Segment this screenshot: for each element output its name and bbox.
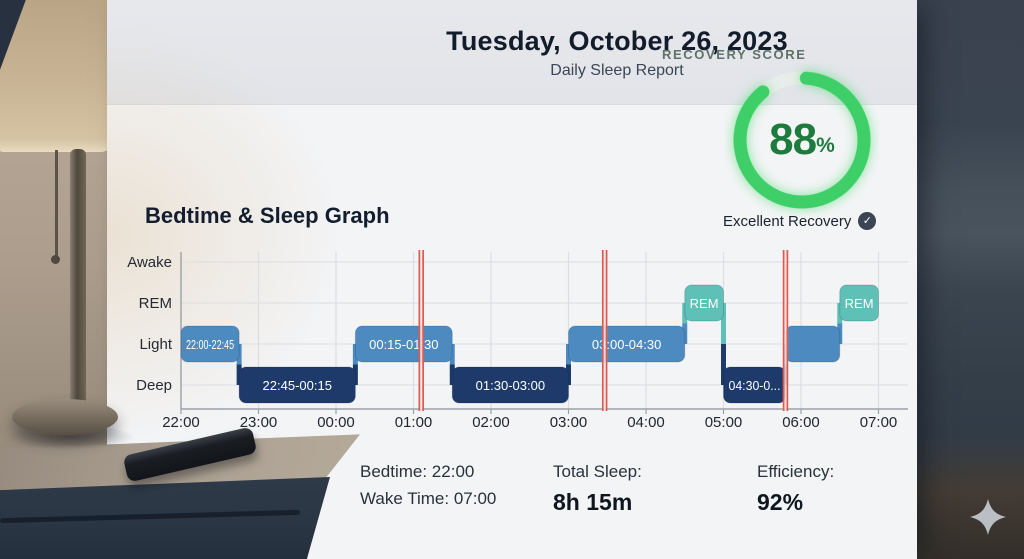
check-icon: ✓ — [858, 212, 877, 230]
segment-connector — [721, 344, 726, 385]
x-axis-label: 22:00 — [162, 414, 200, 431]
waketime-value: Wake Time: 07:00 — [360, 489, 497, 508]
y-axis-label: REM — [139, 295, 172, 312]
sleep-graph: 22:00 23:00 00:00 01:00 02:00 03:00 04:00 05:00… — [107, 0, 917, 559]
segment-label: REM — [845, 296, 874, 311]
efficiency-value: 92% — [757, 489, 804, 515]
sleep-segment-light[interactable] — [568, 325, 686, 363]
x-axis-label: 03:00 — [550, 414, 588, 431]
total-sleep-value: 8h 15m — [553, 489, 633, 515]
recovery-status-text: Excellent Recovery — [723, 212, 852, 230]
segment-label: 04:30-0... — [729, 378, 781, 393]
lamp-shade — [0, 0, 111, 152]
wake-event-line — [602, 250, 608, 411]
bedtime-value: Bedtime: 22:00 — [360, 462, 475, 481]
x-axis-label: 01:00 — [395, 414, 433, 431]
x-axis-label: 07:00 — [860, 414, 898, 431]
y-axis-label: Deep — [136, 377, 172, 394]
segment-label: 01:30-03:00 — [476, 378, 545, 393]
segment-label: 22:00-22:45 — [186, 337, 234, 352]
segment-label: REM — [690, 296, 719, 311]
lamp-pull-chain — [55, 150, 58, 256]
x-axis-label: 06:00 — [782, 414, 820, 431]
y-axis-label: Light — [139, 336, 172, 353]
segment-label: 03:00-04:30 — [592, 337, 661, 352]
sleep-segment-deep[interactable] — [451, 366, 569, 404]
segment-label: 22:45-00:15 — [263, 378, 332, 393]
sleep-segment-light[interactable] — [354, 325, 453, 363]
efficiency-label: Efficiency: — [757, 462, 835, 481]
sleep-segment-light[interactable] — [180, 325, 240, 363]
lamp-chain-ball — [51, 255, 60, 264]
x-axis-label: 05:00 — [705, 414, 743, 431]
recovery-score-label: RECOVERY SCORE — [662, 47, 807, 62]
sleep-graph-title: Bedtime & Sleep Graph — [145, 203, 390, 228]
x-axis-label: 00:00 — [317, 414, 355, 431]
sleep-segment-rem[interactable] — [839, 284, 879, 322]
stat-bedtime-waketime: Bedtime: 22:00 Wake Time: 07:00 — [360, 462, 496, 509]
x-axis-label: 02:00 — [472, 414, 510, 431]
sleep-segment-rem[interactable] — [684, 284, 724, 322]
recovery-score-value: 88 — [769, 115, 817, 164]
x-axis-label: 23:00 — [240, 414, 278, 431]
stat-efficiency: Efficiency: 92% — [757, 462, 834, 516]
sleep-graph-svg: 22:00 23:00 00:00 01:00 02:00 03:00 04:00 05:00… — [127, 250, 908, 431]
wake-event-line — [418, 250, 424, 411]
recovery-status-row: Excellent Recovery ✓ — [723, 212, 983, 230]
segment-connector — [721, 303, 726, 344]
recovery-score-value-box: 88 % — [725, 63, 879, 217]
total-sleep-label: Total Sleep: — [553, 462, 642, 481]
stat-total-sleep: Total Sleep: 8h 15m — [553, 462, 642, 516]
sparkle-icon — [970, 499, 1006, 535]
recovery-score-unit: % — [816, 134, 835, 157]
recovery-ring — [725, 63, 879, 217]
y-axis-label: Awake — [127, 254, 172, 271]
recovery-ring-svg — [733, 71, 871, 209]
sleep-segment-deep[interactable] — [238, 366, 356, 404]
sleep-segment-light[interactable] — [785, 325, 841, 363]
page-subtitle: Daily Sleep Report — [550, 62, 684, 79]
segment-label: 00:15-01:30 — [369, 337, 438, 352]
page-title: Tuesday, October 26, 2023 — [446, 26, 788, 56]
x-axis-label: 04:00 — [627, 414, 665, 431]
lamp-pole — [70, 149, 86, 413]
wake-event-line — [782, 250, 789, 411]
ring-progress-arc — [733, 71, 871, 209]
lamp-base — [12, 399, 118, 435]
